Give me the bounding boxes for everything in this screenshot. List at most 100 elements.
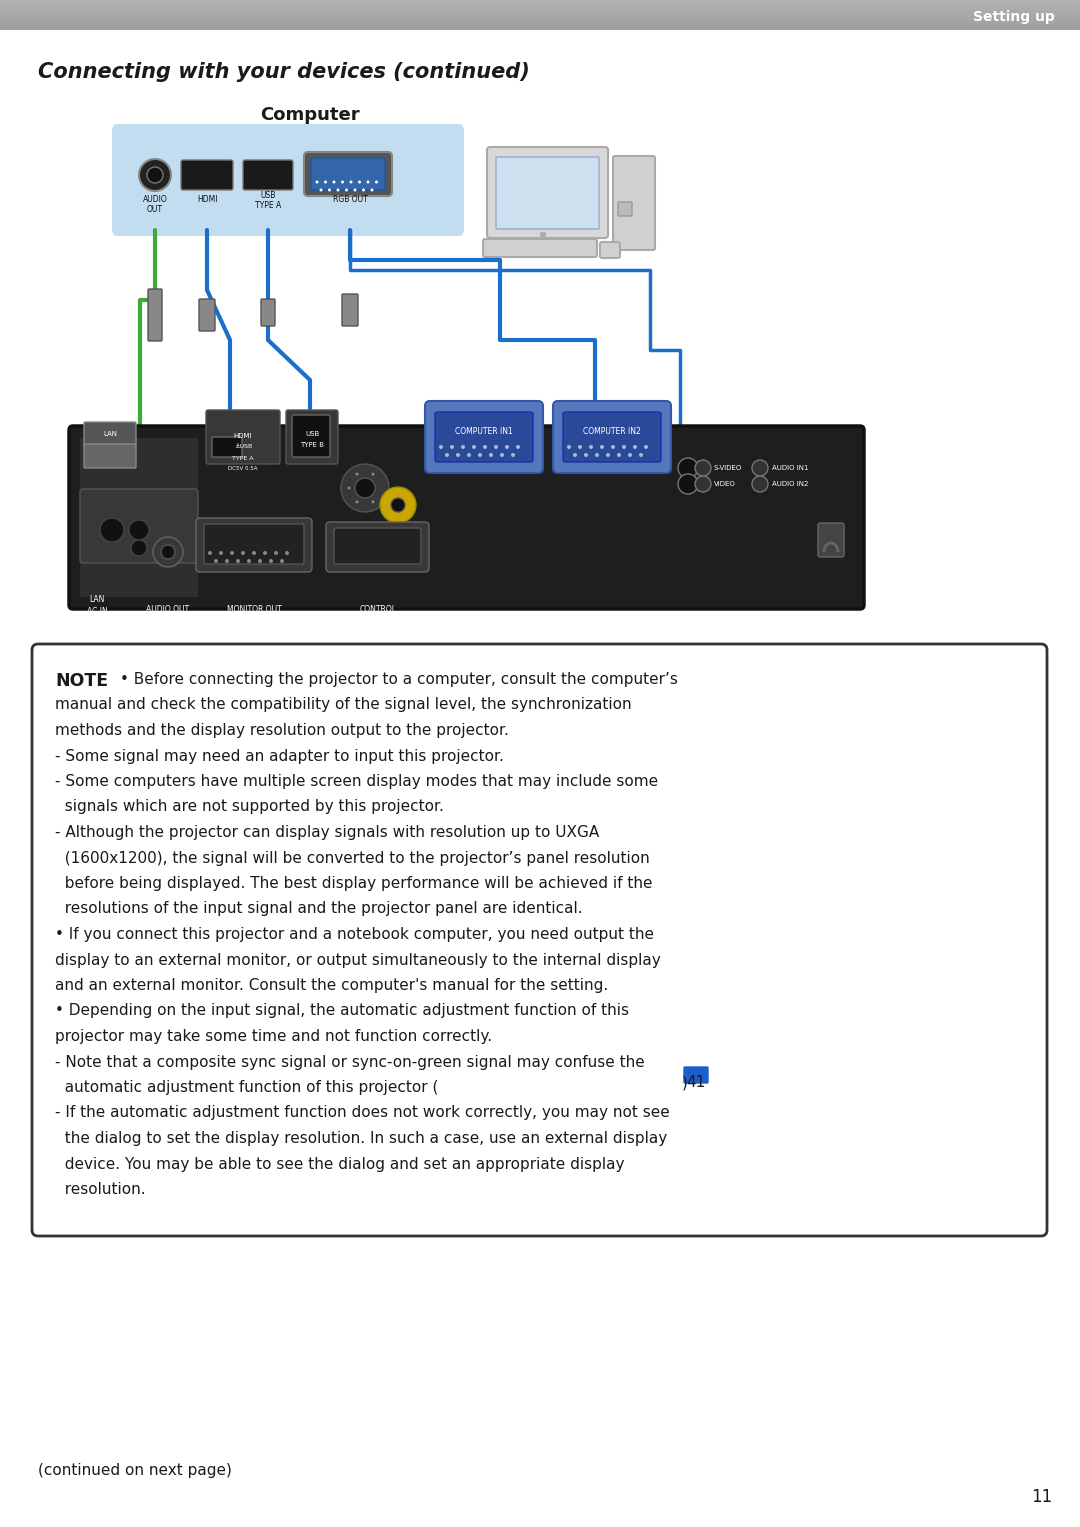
Text: USB: USB xyxy=(260,191,275,200)
Circle shape xyxy=(324,180,327,183)
Circle shape xyxy=(362,188,365,191)
FancyBboxPatch shape xyxy=(80,489,198,563)
FancyBboxPatch shape xyxy=(435,412,534,463)
Text: OUT: OUT xyxy=(147,206,163,214)
Circle shape xyxy=(589,444,593,449)
Circle shape xyxy=(161,545,175,559)
Circle shape xyxy=(345,188,348,191)
Circle shape xyxy=(247,559,251,563)
Text: - Note that a composite sync signal or sync-on-green signal may confuse the: - Note that a composite sync signal or s… xyxy=(55,1055,645,1069)
Text: VIDEO: VIDEO xyxy=(714,481,735,487)
Text: (1600x1200), the signal will be converted to the projector’s panel resolution: (1600x1200), the signal will be converte… xyxy=(55,851,650,866)
Text: AUDIO: AUDIO xyxy=(143,195,167,205)
FancyBboxPatch shape xyxy=(496,157,599,229)
Circle shape xyxy=(584,454,588,457)
FancyBboxPatch shape xyxy=(613,156,654,250)
Circle shape xyxy=(644,444,648,449)
Text: AUDIO IN1: AUDIO IN1 xyxy=(772,466,809,470)
Circle shape xyxy=(567,444,571,449)
Circle shape xyxy=(348,487,351,490)
Text: HDMI: HDMI xyxy=(233,434,253,438)
Circle shape xyxy=(678,473,698,495)
FancyBboxPatch shape xyxy=(563,412,661,463)
Circle shape xyxy=(237,559,240,563)
Circle shape xyxy=(472,444,476,449)
FancyBboxPatch shape xyxy=(426,402,543,473)
Text: - Although the projector can display signals with resolution up to UXGA: - Although the projector can display sig… xyxy=(55,825,599,840)
Circle shape xyxy=(445,454,449,457)
Circle shape xyxy=(622,444,626,449)
Text: AUDIO IN2: AUDIO IN2 xyxy=(772,481,808,487)
Text: manual and check the compatibility of the signal level, the synchronization: manual and check the compatibility of th… xyxy=(55,698,632,713)
Text: TYPE A: TYPE A xyxy=(232,455,254,461)
Circle shape xyxy=(696,460,711,476)
Text: CONTROL: CONTROL xyxy=(360,606,396,614)
Circle shape xyxy=(147,166,163,183)
FancyBboxPatch shape xyxy=(311,157,384,189)
FancyBboxPatch shape xyxy=(684,1067,708,1083)
Circle shape xyxy=(696,476,711,492)
FancyBboxPatch shape xyxy=(303,153,392,195)
FancyBboxPatch shape xyxy=(148,289,162,341)
Circle shape xyxy=(370,188,374,191)
Circle shape xyxy=(328,188,330,191)
Circle shape xyxy=(752,476,768,492)
Circle shape xyxy=(573,454,577,457)
Text: Connecting with your devices (continued): Connecting with your devices (continued) xyxy=(38,63,530,82)
Circle shape xyxy=(366,180,369,183)
Circle shape xyxy=(678,458,698,478)
FancyBboxPatch shape xyxy=(206,411,280,464)
Circle shape xyxy=(375,180,378,183)
Text: device. You may be able to see the dialog and set an appropriate display: device. You may be able to see the dialo… xyxy=(55,1156,624,1171)
Circle shape xyxy=(483,444,487,449)
Circle shape xyxy=(337,188,339,191)
Circle shape xyxy=(274,551,278,554)
Circle shape xyxy=(225,559,229,563)
Circle shape xyxy=(578,444,582,449)
FancyBboxPatch shape xyxy=(334,528,421,563)
Circle shape xyxy=(285,551,289,554)
FancyBboxPatch shape xyxy=(600,241,620,258)
FancyBboxPatch shape xyxy=(112,124,464,237)
Circle shape xyxy=(252,551,256,554)
Bar xyxy=(80,438,198,597)
Circle shape xyxy=(355,501,359,504)
Text: projector may take some time and not function correctly.: projector may take some time and not fun… xyxy=(55,1029,492,1044)
Text: USB: USB xyxy=(305,431,319,437)
FancyBboxPatch shape xyxy=(553,402,671,473)
Circle shape xyxy=(214,559,218,563)
Circle shape xyxy=(500,454,504,457)
Circle shape xyxy=(627,454,632,457)
Circle shape xyxy=(333,180,336,183)
Text: COMPUTER IN1: COMPUTER IN1 xyxy=(455,428,513,437)
Circle shape xyxy=(153,538,183,567)
Text: resolution.: resolution. xyxy=(55,1182,146,1197)
FancyBboxPatch shape xyxy=(204,524,303,563)
Circle shape xyxy=(315,180,319,183)
Text: - Some computers have multiple screen display modes that may include some: - Some computers have multiple screen di… xyxy=(55,774,658,789)
Text: LAN: LAN xyxy=(103,431,117,437)
FancyBboxPatch shape xyxy=(286,411,338,464)
Text: 41: 41 xyxy=(687,1075,705,1090)
Circle shape xyxy=(230,551,234,554)
Circle shape xyxy=(341,464,389,512)
Circle shape xyxy=(489,454,492,457)
Circle shape xyxy=(357,180,361,183)
Circle shape xyxy=(516,444,519,449)
FancyBboxPatch shape xyxy=(69,426,864,609)
Text: AUDIO OUT: AUDIO OUT xyxy=(147,606,190,614)
Text: ⚓USB: ⚓USB xyxy=(234,444,252,449)
Text: signals which are not supported by this projector.: signals which are not supported by this … xyxy=(55,800,444,814)
Circle shape xyxy=(617,454,621,457)
Text: - If the automatic adjustment function does not work correctly, you may not see: - If the automatic adjustment function d… xyxy=(55,1106,670,1121)
FancyBboxPatch shape xyxy=(195,518,312,573)
Circle shape xyxy=(595,454,599,457)
FancyBboxPatch shape xyxy=(326,522,429,573)
Circle shape xyxy=(355,473,359,475)
Circle shape xyxy=(269,559,273,563)
Circle shape xyxy=(341,180,345,183)
Text: the dialog to set the display resolution. In such a case, use an external displa: the dialog to set the display resolution… xyxy=(55,1132,667,1145)
Text: (continued on next page): (continued on next page) xyxy=(38,1463,232,1478)
FancyBboxPatch shape xyxy=(32,644,1047,1235)
FancyBboxPatch shape xyxy=(243,160,293,189)
